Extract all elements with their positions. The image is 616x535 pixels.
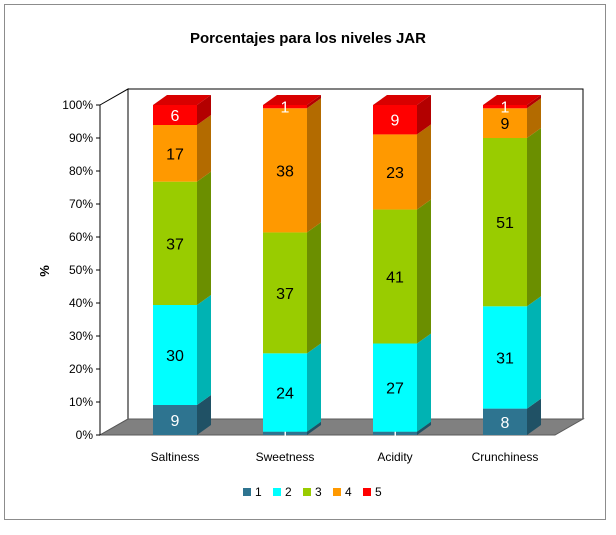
data-label: 9 (171, 413, 180, 430)
y-tick-label: 30% (69, 329, 93, 343)
data-label: 1 (391, 426, 400, 443)
bar-segment (153, 105, 197, 125)
category-label: Crunchiness (472, 450, 539, 464)
bar-side (417, 333, 431, 432)
bar-segment (263, 431, 307, 435)
bar-top (153, 95, 211, 105)
data-label: 8 (501, 415, 510, 432)
legend-label: 5 (375, 485, 382, 499)
bar-side (197, 395, 211, 435)
legend-swatch (363, 488, 371, 496)
bar-segment (373, 105, 417, 135)
bar-side (307, 98, 321, 233)
side-wall (99, 88, 129, 436)
legend-swatch (243, 488, 251, 496)
y-tick-label: 40% (69, 296, 93, 310)
legend-swatch (303, 488, 311, 496)
bar-side (417, 199, 431, 344)
chart-svg: Porcentajes para los niveles JAR % 0%10%… (37, 30, 585, 499)
bar-side (527, 95, 541, 109)
legend-swatch (273, 488, 281, 496)
bar-top (373, 95, 431, 105)
category-label: Saltiness (151, 450, 200, 464)
bar-side (307, 222, 321, 354)
bar-side (307, 95, 321, 109)
y-tick-label: 100% (62, 98, 93, 112)
legend-label: 3 (315, 485, 322, 499)
bar-segment (153, 405, 197, 435)
plot-area: 0% 10% 20% 30% 40% 50% 60% 70% 80% 90% 100% 9 30 37 17… (62, 88, 585, 464)
bar-top (483, 95, 541, 105)
y-tick-label: 50% (69, 263, 93, 277)
bar-segment (263, 108, 307, 233)
data-label: 41 (386, 270, 404, 287)
y-tick-label: 10% (69, 395, 93, 409)
data-label: 31 (496, 350, 514, 367)
bar-side (197, 295, 211, 405)
data-label: 1 (501, 100, 510, 117)
legend-label: 2 (285, 485, 292, 499)
y-tick-label: 90% (69, 131, 93, 145)
bar-segment (153, 125, 197, 182)
data-label: 37 (166, 236, 184, 253)
bar-side (527, 296, 541, 409)
bar-side (417, 124, 431, 210)
bar-segment (373, 431, 417, 435)
data-label: 30 (166, 348, 184, 365)
data-label: 9 (391, 113, 400, 130)
bar-side (307, 343, 321, 432)
category-label: Acidity (377, 450, 412, 464)
legend-label: 1 (255, 485, 262, 499)
bar-segment (153, 181, 197, 305)
bar-segment (483, 306, 527, 409)
y-tick-label: 20% (69, 362, 93, 376)
data-label: 24 (276, 386, 294, 403)
data-label: 38 (276, 163, 294, 180)
bar-segment (263, 232, 307, 354)
bar-top (263, 95, 321, 105)
bar-side (527, 98, 541, 138)
bar-side (307, 421, 321, 435)
bar-segment (483, 138, 527, 307)
bar-segment (153, 305, 197, 405)
y-tick-label: 70% (69, 197, 93, 211)
chart-title: Porcentajes para los niveles JAR (190, 30, 426, 47)
y-tick-label: 60% (69, 230, 93, 244)
bar-segment (263, 353, 307, 432)
chart-frame: Porcentajes para los niveles JAR % 0% 10%… (4, 4, 606, 520)
data-label: 23 (386, 165, 404, 182)
data-label: 9 (501, 116, 510, 133)
bar-segment (483, 108, 527, 138)
data-label: 17 (166, 146, 184, 163)
bar-segment (373, 209, 417, 344)
data-label: 51 (496, 215, 514, 232)
y-tick-label: 0% (76, 428, 94, 442)
bar-side (417, 95, 431, 135)
bar-segment (263, 105, 307, 109)
bar-side (197, 115, 211, 182)
bar-side (527, 398, 541, 435)
legend-label: 4 (345, 485, 352, 499)
data-label: 27 (386, 381, 404, 398)
y-tick-label: 80% (69, 164, 93, 178)
bar-segment (373, 134, 417, 210)
data-label: 37 (276, 286, 294, 303)
bar-side (527, 128, 541, 307)
bar-segment (373, 343, 417, 432)
data-label: 6 (171, 108, 180, 125)
legend-swatch (333, 488, 341, 496)
y-axis-label: % (37, 265, 52, 277)
legend: 1 2 3 4 5 (243, 485, 382, 499)
category-label: Sweetness (256, 450, 315, 464)
bar-side (197, 171, 211, 305)
bar-segment (483, 408, 527, 435)
data-label: 1 (281, 426, 290, 443)
data-label: 1 (281, 100, 290, 117)
bar-side (417, 421, 431, 435)
bar-segment (483, 105, 527, 109)
